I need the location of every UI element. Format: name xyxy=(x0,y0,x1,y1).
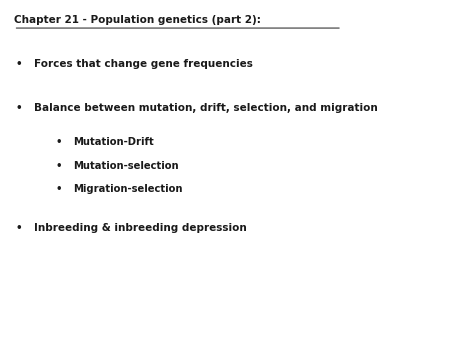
Text: Mutation-selection: Mutation-selection xyxy=(73,161,179,171)
Text: Mutation-Drift: Mutation-Drift xyxy=(73,137,153,147)
Text: •: • xyxy=(55,161,62,171)
Text: Forces that change gene frequencies: Forces that change gene frequencies xyxy=(34,59,252,69)
Text: •: • xyxy=(55,137,62,147)
Text: •: • xyxy=(55,184,62,194)
Text: •: • xyxy=(16,223,22,233)
Text: Chapter 21 - Population genetics (part 2):: Chapter 21 - Population genetics (part 2… xyxy=(14,15,261,25)
Text: Migration-selection: Migration-selection xyxy=(73,184,182,194)
Text: Inbreeding & inbreeding depression: Inbreeding & inbreeding depression xyxy=(34,223,247,233)
Text: •: • xyxy=(16,59,22,69)
Text: •: • xyxy=(16,103,22,113)
Text: Balance between mutation, drift, selection, and migration: Balance between mutation, drift, selecti… xyxy=(34,103,378,113)
